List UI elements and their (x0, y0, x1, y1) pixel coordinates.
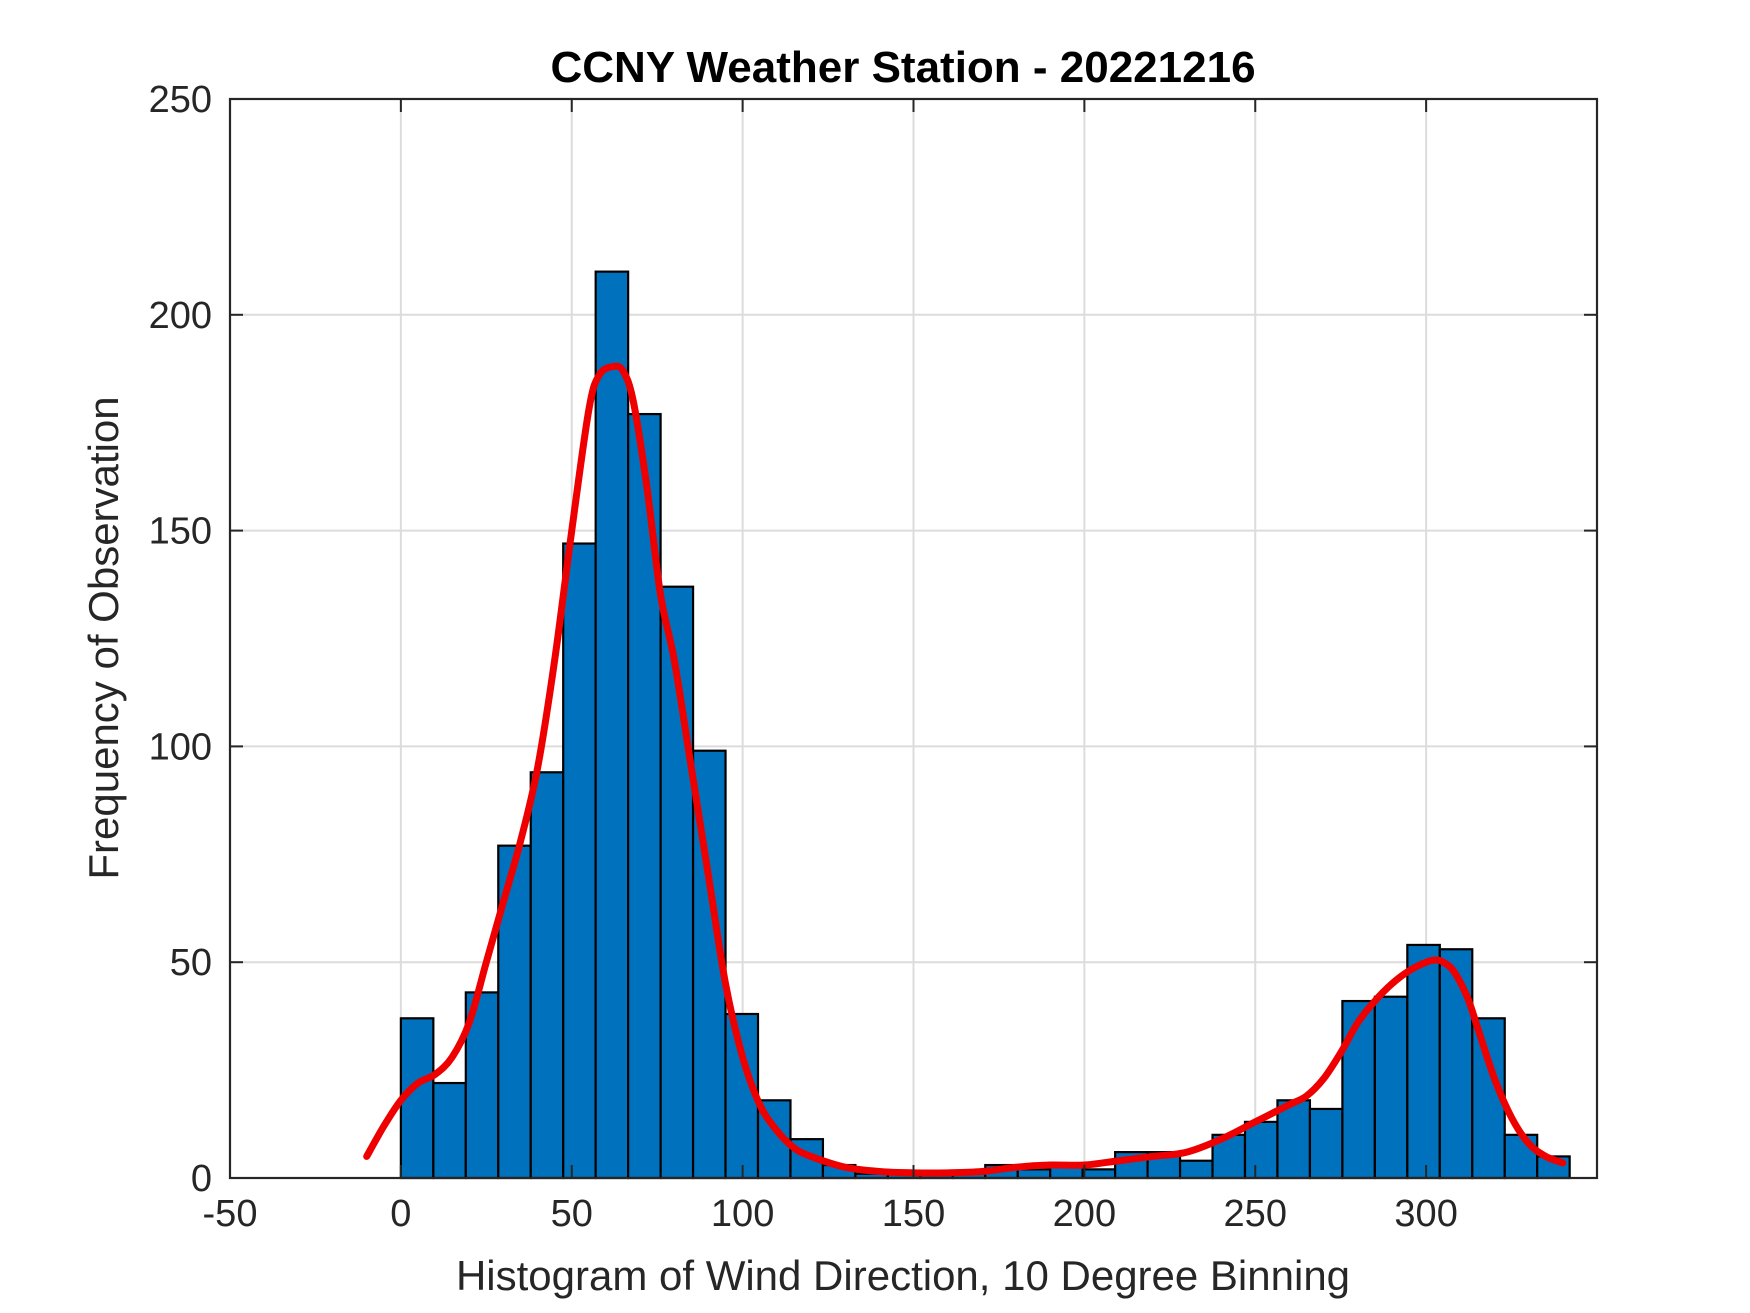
histogram-bar (1308, 1107, 1344, 1180)
y-tick-label: 150 (149, 511, 212, 553)
y-tick-label: 200 (149, 295, 212, 337)
histogram-bar (1438, 948, 1474, 1180)
x-tick-label: 200 (1053, 1193, 1116, 1235)
histogram-bar (1178, 1159, 1214, 1180)
y-tick-label: 0 (191, 1158, 212, 1200)
histogram-bar (1081, 1168, 1117, 1180)
x-tick-label: 250 (1224, 1193, 1287, 1235)
axes (228, 97, 1599, 1180)
histogram-bar (627, 412, 662, 1180)
histogram-bar (1016, 1168, 1052, 1180)
chart-title: CCNY Weather Station - 20221216 (550, 43, 1255, 92)
histogram-bar (594, 270, 630, 1180)
x-tick-label: 50 (551, 1193, 593, 1235)
x-tick-label: 100 (711, 1193, 774, 1235)
y-tick-label: 50 (170, 942, 212, 984)
y-tick-label: 250 (149, 79, 212, 121)
y-axis-label: Frequency of Observation (80, 396, 127, 879)
x-tick-label: -50 (203, 1193, 258, 1235)
x-tick-label: 0 (390, 1193, 411, 1235)
histogram-bar (1503, 1133, 1539, 1180)
x-tick-label: 300 (1394, 1193, 1457, 1235)
fit-curve-layer (363, 362, 1567, 1177)
x-axis-label: Histogram of Wind Direction, 10 Degree B… (456, 1252, 1350, 1299)
histogram-bar (1406, 943, 1441, 1180)
y-tick-label: 100 (149, 726, 212, 768)
histogram-bar (1373, 995, 1409, 1180)
histogram-bar (562, 542, 597, 1180)
x-tick-label: 150 (882, 1193, 945, 1235)
fit-curve (363, 362, 1567, 1177)
histogram-bar (529, 771, 565, 1180)
histogram-bar (1243, 1120, 1279, 1180)
histogram-bar (432, 1081, 467, 1180)
